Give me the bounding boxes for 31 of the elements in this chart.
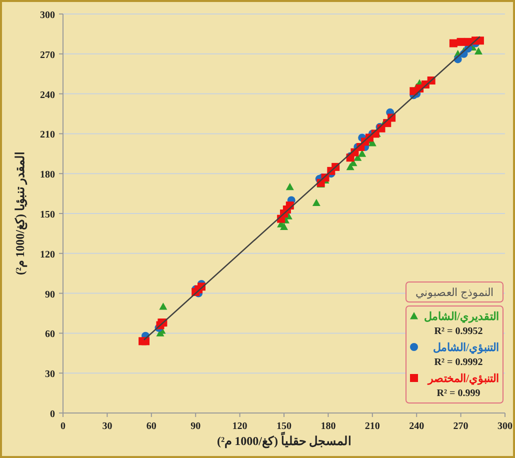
y-tick-label: 150 (40, 210, 55, 220)
x-tick-label: 300 (498, 421, 512, 432)
legend-label: التنبؤي/المختصر (426, 373, 499, 386)
y-tick-label: 210 (40, 130, 55, 141)
y-tick-label: 0 (50, 409, 55, 420)
x-tick-label: 150 (276, 421, 292, 432)
y-axis-title: المقدر تنبؤيا (كغ/1000 م²) (13, 152, 28, 275)
x-tick-label: 0 (60, 421, 66, 432)
legend-label: التقديري/الشامل (424, 311, 499, 324)
legend-label: التنبؤي/الشامل (432, 342, 499, 355)
y-tick-label: 180 (40, 170, 55, 181)
x-axis-title: المسجل حقلياً (كغ/1000 م²) (217, 431, 351, 449)
legend-title: النموذج العصبوني (416, 287, 494, 299)
x-tick-label: 270 (453, 421, 468, 432)
annotation: R² = 0.9992 (434, 357, 483, 368)
annotation: R² = 0.9952 (434, 326, 483, 337)
y-tick-label: 270 (40, 50, 55, 61)
y-tick-label: 120 (40, 249, 55, 260)
x-tick-label: 210 (364, 421, 380, 432)
annotation: R² = 0.999 (436, 388, 480, 399)
y-tick-label: 30 (45, 369, 55, 380)
y-tick-label: 60 (45, 329, 55, 340)
x-tick-label: 180 (320, 421, 336, 432)
x-tick-label: 240 (409, 421, 424, 432)
x-tick-label: 30 (102, 421, 112, 432)
y-tick-label: 240 (40, 90, 55, 101)
y-tick-label: 90 (45, 289, 55, 300)
y-tick-label: 300 (40, 10, 55, 21)
x-tick-label: 60 (146, 421, 156, 432)
x-tick-label: 90 (190, 421, 201, 432)
x-tick-label: 120 (232, 421, 248, 432)
